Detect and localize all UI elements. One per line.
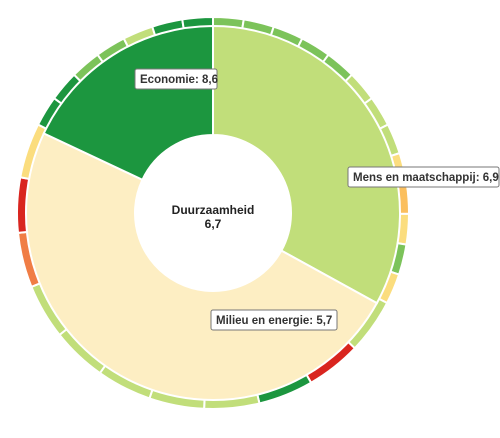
label-milieu-en-energie: Milieu en energie: 5,7 bbox=[210, 309, 338, 331]
label-text: Milieu en energie: 5,7 bbox=[216, 315, 332, 327]
label-mens-en-maatschappij: Mens en maatschappij: 6,9 bbox=[347, 166, 500, 188]
label-text: Mens en maatschappij: 6,9 bbox=[353, 172, 499, 184]
inner-segment-1[interactable] bbox=[25, 132, 379, 401]
label-economie: Economie: 8,6 bbox=[134, 68, 218, 90]
center-title: Duurzaamheid bbox=[172, 203, 255, 217]
label-text: Economie: 8,6 bbox=[140, 74, 218, 86]
donut-hole bbox=[135, 135, 291, 291]
center-value: 6,7 bbox=[205, 217, 222, 231]
inner-ring bbox=[25, 24, 401, 401]
